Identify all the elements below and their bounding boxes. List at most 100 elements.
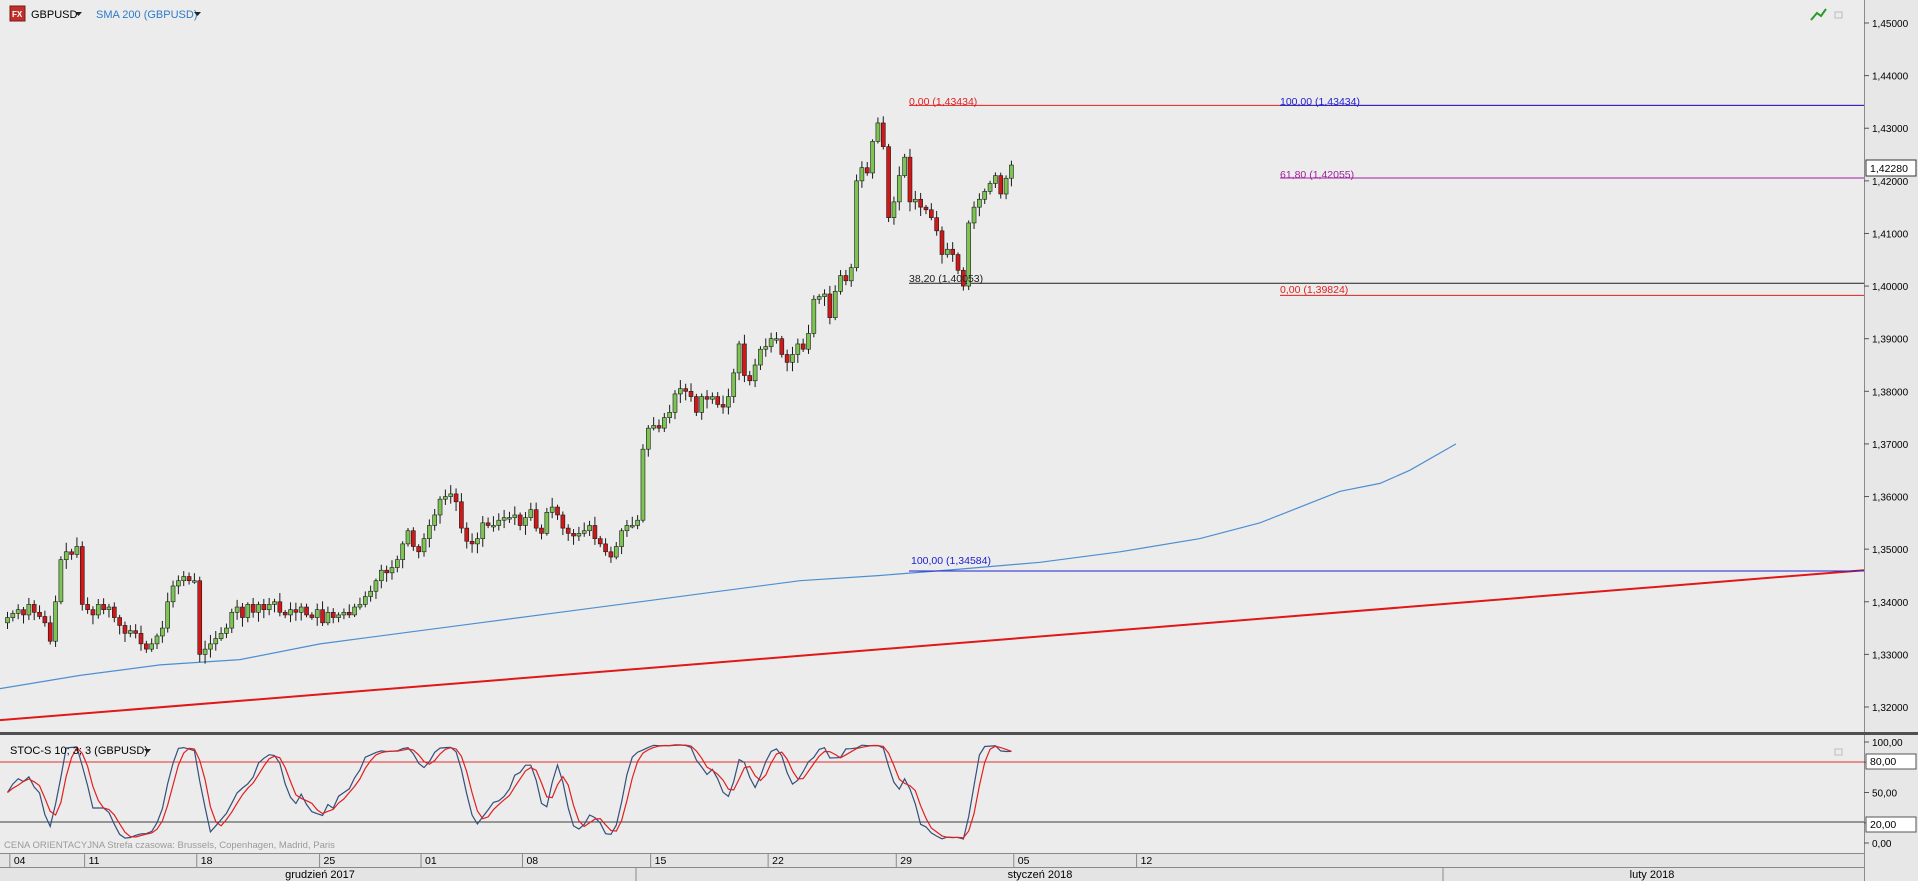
candle[interactable] — [672, 390, 678, 420]
candle[interactable] — [95, 599, 101, 619]
window-restore-icon[interactable] — [1834, 11, 1843, 19]
candle[interactable] — [795, 338, 801, 363]
candle[interactable] — [90, 606, 96, 625]
candle[interactable] — [149, 638, 154, 652]
candlesticks[interactable] — [5, 116, 1014, 664]
candle[interactable] — [923, 204, 929, 215]
candle[interactable] — [453, 488, 459, 512]
candle[interactable] — [843, 269, 849, 286]
candle[interactable] — [651, 417, 656, 431]
candle[interactable] — [993, 172, 998, 189]
candle[interactable] — [31, 600, 37, 621]
candle[interactable] — [731, 368, 737, 403]
candle[interactable] — [459, 493, 464, 534]
candle[interactable] — [736, 340, 742, 381]
candle[interactable] — [886, 143, 891, 223]
candle[interactable] — [726, 388, 731, 415]
candle[interactable] — [790, 346, 795, 372]
candle[interactable] — [763, 338, 769, 357]
candle[interactable] — [822, 289, 827, 306]
stochastic-panel[interactable] — [0, 735, 1864, 853]
candle[interactable] — [613, 541, 619, 560]
candle[interactable] — [443, 489, 448, 505]
candle[interactable] — [256, 601, 261, 622]
candle[interactable] — [576, 526, 582, 542]
candle[interactable] — [133, 624, 138, 639]
candle[interactable] — [427, 519, 432, 548]
candle[interactable] — [966, 220, 972, 291]
candle[interactable] — [929, 203, 934, 221]
panel-separator[interactable] — [0, 732, 1918, 735]
candle[interactable] — [896, 166, 902, 211]
stoch-d-line[interactable] — [7, 744, 1012, 839]
stoch-k-line[interactable] — [6, 744, 1012, 840]
candle[interactable] — [512, 506, 518, 526]
candle[interactable] — [250, 597, 256, 618]
candle[interactable] — [154, 633, 160, 650]
candle[interactable] — [480, 516, 486, 547]
candle[interactable] — [192, 573, 197, 584]
indicator-label[interactable]: SMA 200 (GBPUSD) — [96, 9, 197, 21]
candle[interactable] — [710, 392, 715, 404]
candle[interactable] — [47, 615, 53, 645]
candle[interactable] — [523, 512, 528, 535]
candle[interactable] — [362, 591, 368, 608]
candle[interactable] — [699, 393, 705, 420]
candle[interactable] — [101, 598, 106, 615]
candle[interactable] — [437, 496, 443, 524]
candle[interactable] — [533, 502, 539, 532]
candle[interactable] — [784, 349, 790, 372]
candle[interactable] — [587, 520, 592, 536]
candle[interactable] — [58, 556, 64, 605]
candle[interactable] — [469, 533, 475, 553]
candle[interactable] — [864, 161, 870, 176]
candle[interactable] — [565, 524, 571, 541]
candle[interactable] — [891, 196, 897, 225]
candle[interactable] — [384, 565, 389, 582]
candle[interactable] — [806, 324, 811, 354]
candle[interactable] — [629, 516, 635, 529]
candle[interactable] — [907, 148, 913, 212]
stochastic-label[interactable]: STOC-S 10; 3; 3 (GBPUSD) — [10, 745, 148, 757]
candle[interactable] — [26, 597, 32, 621]
candle[interactable] — [875, 117, 881, 144]
candle[interactable] — [37, 605, 42, 620]
candle[interactable] — [10, 610, 16, 622]
candle[interactable] — [341, 608, 347, 620]
candle[interactable] — [208, 634, 213, 658]
candle[interactable] — [448, 485, 454, 504]
candle[interactable] — [53, 595, 58, 647]
main-plot-area[interactable] — [0, 0, 1864, 732]
candle[interactable] — [325, 606, 331, 626]
candle[interactable] — [581, 522, 587, 537]
candle[interactable] — [79, 541, 85, 611]
candle[interactable] — [774, 332, 779, 344]
candle[interactable] — [395, 555, 400, 573]
candle[interactable] — [779, 335, 785, 358]
candle[interactable] — [282, 610, 288, 619]
candle[interactable] — [768, 332, 774, 353]
indicator-dropdown-icon[interactable] — [194, 12, 201, 16]
candle[interactable] — [197, 576, 203, 663]
candle[interactable] — [758, 346, 763, 370]
candle[interactable] — [501, 509, 507, 529]
candle[interactable] — [1003, 175, 1009, 200]
candle[interactable] — [720, 395, 726, 414]
candle[interactable] — [603, 538, 608, 556]
candle[interactable] — [816, 294, 822, 304]
candle[interactable] — [662, 412, 667, 432]
support-trend-line[interactable] — [0, 569, 1865, 722]
candle[interactable] — [752, 358, 758, 388]
candle[interactable] — [411, 527, 416, 551]
candle[interactable] — [496, 513, 502, 531]
candle[interactable] — [229, 608, 235, 634]
fibonacci-lines[interactable] — [909, 104, 1864, 572]
candle[interactable] — [619, 528, 624, 555]
candle[interactable] — [464, 522, 470, 549]
candle[interactable] — [224, 623, 229, 639]
candle[interactable] — [277, 593, 283, 617]
candle[interactable] — [800, 338, 806, 352]
candle[interactable] — [432, 508, 438, 531]
candle[interactable] — [971, 201, 977, 229]
candle[interactable] — [667, 404, 672, 424]
